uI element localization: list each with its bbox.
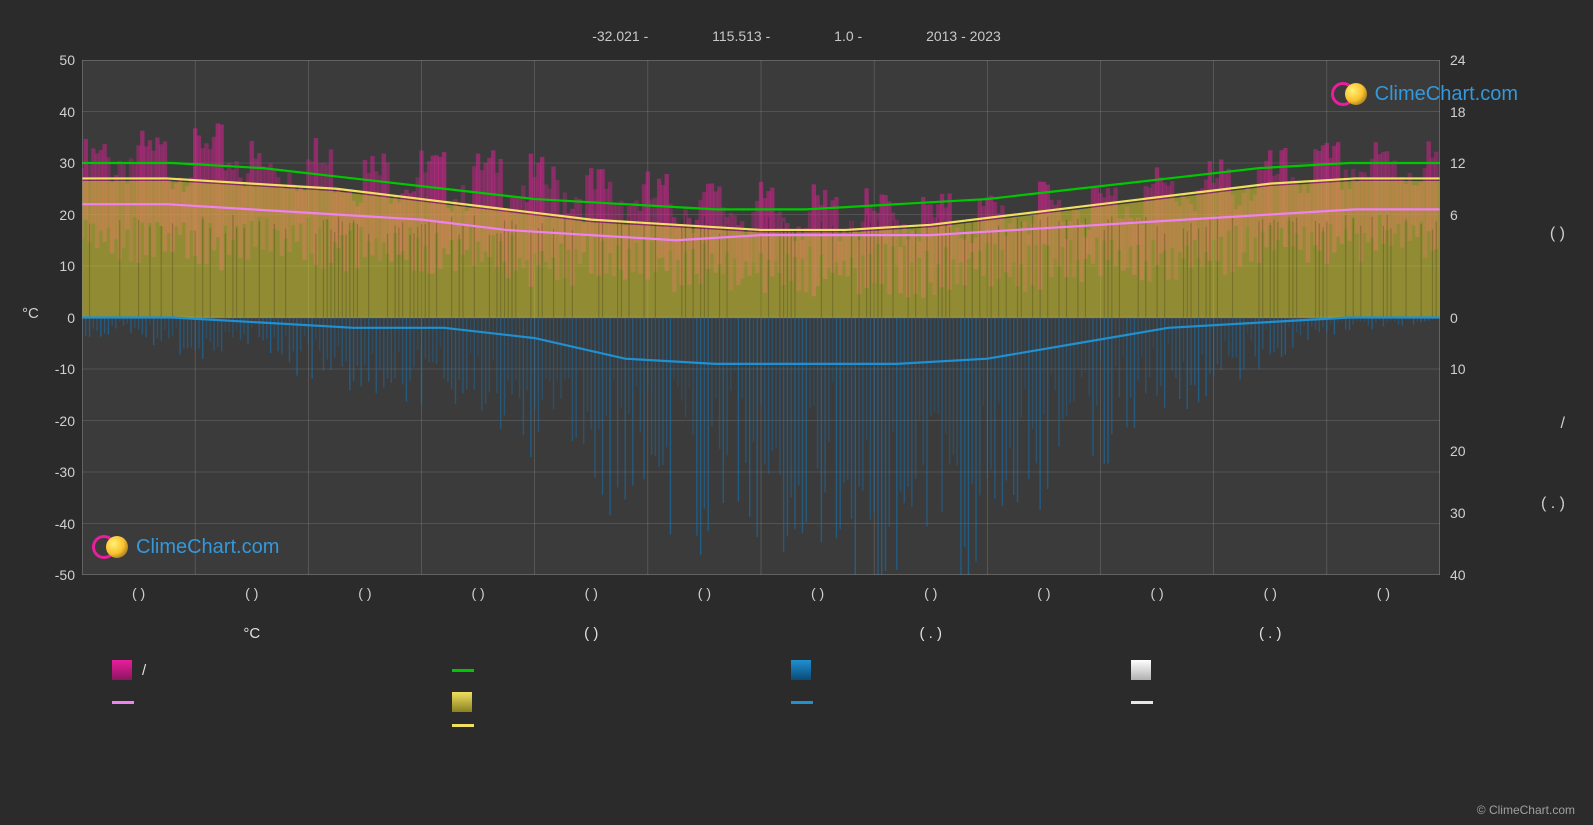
legend-item-snow-line (1101, 692, 1441, 712)
y-left-tick: -20 (35, 413, 75, 429)
chart-header: -32.021 - 115.513 - 1.0 - 2013 - 2023 (0, 28, 1593, 44)
copyright: © ClimeChart.com (1477, 803, 1575, 817)
y-left-tick: 10 (35, 258, 75, 274)
climechart-logo-icon (1331, 80, 1369, 108)
y-right-tick: 24 (1450, 52, 1485, 68)
legend-item-mean-line (422, 724, 762, 727)
swatch-rain-fill (791, 660, 811, 680)
brand-watermark-bottom: ClimeChart.com (92, 533, 279, 561)
legend-item-min-line (82, 692, 422, 712)
y-left-tick: -50 (35, 567, 75, 583)
legend-header-temp: °C (82, 625, 422, 648)
y-right-tick: 18 (1450, 104, 1485, 120)
swatch-sun-fill (452, 692, 472, 712)
legend: °C ( ) ( . ) ( . ) / (82, 625, 1440, 727)
legend-item-sun-fill (422, 692, 762, 712)
legend-item-temp-range: / (82, 660, 422, 680)
swatch-rain-line (791, 701, 813, 704)
legend-item-rain-line (761, 692, 1101, 712)
swatch-mean-line (452, 724, 474, 727)
x-month-tick: ( ) (1377, 585, 1390, 601)
brand-watermark-top: ClimeChart.com (1331, 80, 1518, 108)
lon-label: 115.513 - (712, 28, 770, 44)
y-right-tick: 30 (1450, 505, 1485, 521)
y-right-tick: 0 (1450, 310, 1485, 326)
x-month-tick: ( ) (1150, 585, 1163, 601)
x-month-tick: ( ) (811, 585, 824, 601)
legend-header-snow: ( . ) (1101, 625, 1441, 648)
y-left-tick: 30 (35, 155, 75, 171)
y-right-tick: 40 (1450, 567, 1485, 583)
x-month-tick: ( ) (585, 585, 598, 601)
brand-name: ClimeChart.com (136, 536, 279, 559)
legend-item-snow-fill (1101, 660, 1441, 680)
x-month-tick: ( ) (698, 585, 711, 601)
y-left-tick: -30 (35, 464, 75, 480)
x-month-tick: ( ) (132, 585, 145, 601)
x-month-tick: ( ) (924, 585, 937, 601)
y-axis-right-group-mid: / (1561, 415, 1565, 433)
swatch-max-line (452, 669, 474, 672)
legend-header-sun: ( ) (422, 625, 762, 648)
y-left-tick: 50 (35, 52, 75, 68)
lat-label: -32.021 - (592, 28, 648, 44)
swatch-temp-range (112, 660, 132, 680)
x-month-tick: ( ) (245, 585, 258, 601)
x-month-tick: ( ) (1037, 585, 1050, 601)
legend-item-max-line (422, 660, 762, 680)
y-left-tick: 20 (35, 207, 75, 223)
y-axis-right-group-top: ( ) (1550, 225, 1565, 243)
y-left-tick: -10 (35, 361, 75, 377)
y-axis-right-group-bot: ( . ) (1541, 495, 1565, 513)
swatch-min-line (112, 701, 134, 704)
years-label: 2013 - 2023 (926, 28, 1001, 44)
y-left-tick: 40 (35, 104, 75, 120)
y-left-tick: 0 (35, 310, 75, 326)
climate-chart (82, 60, 1440, 575)
swatch-snow-line (1131, 701, 1153, 704)
y-left-tick: -40 (35, 516, 75, 532)
elev-label: 1.0 - (834, 28, 862, 44)
y-right-tick: 20 (1450, 443, 1485, 459)
swatch-snow-fill (1131, 660, 1151, 680)
climechart-logo-icon (92, 533, 130, 561)
y-right-tick: 6 (1450, 207, 1485, 223)
x-month-tick: ( ) (1264, 585, 1277, 601)
x-month-tick: ( ) (358, 585, 371, 601)
y-right-tick: 10 (1450, 361, 1485, 377)
legend-item-rain-fill (761, 660, 1101, 680)
brand-name: ClimeChart.com (1375, 83, 1518, 106)
x-month-tick: ( ) (471, 585, 484, 601)
legend-header-rain: ( . ) (761, 625, 1101, 648)
legend-label: / (142, 662, 146, 679)
y-right-tick: 12 (1450, 155, 1485, 171)
